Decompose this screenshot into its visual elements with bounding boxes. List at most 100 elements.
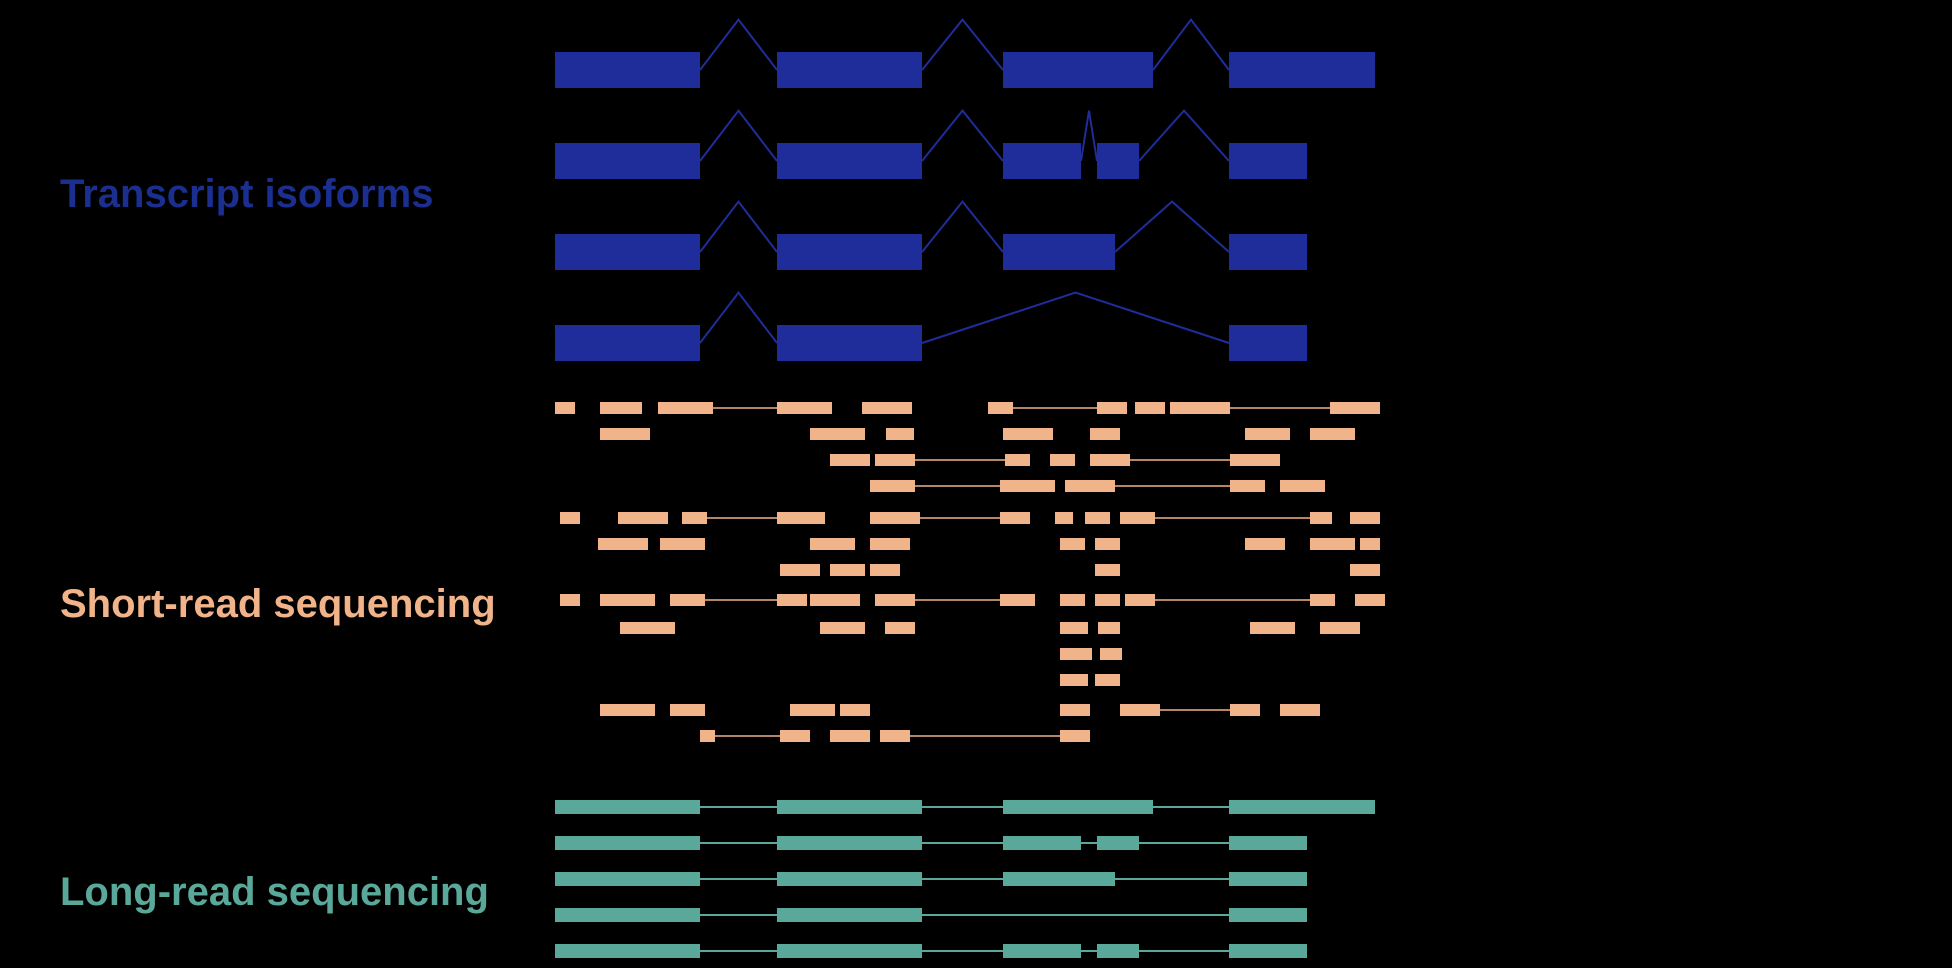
short-read-segment [988, 402, 1013, 414]
diagram-svg [0, 0, 1952, 968]
short-read-segment [1060, 648, 1092, 660]
short-read-segment [620, 622, 675, 634]
short-read-segment [1320, 622, 1360, 634]
short-read-segment [862, 402, 912, 414]
long-read-exon [777, 872, 922, 886]
short-read-segment [1350, 564, 1380, 576]
short-read-segment [1000, 512, 1030, 524]
isoform-intron [1153, 20, 1229, 70]
short-read-segment [1245, 538, 1285, 550]
isoform-intron [922, 202, 1003, 252]
short-read-segment [810, 538, 855, 550]
isoform-exon [777, 234, 922, 270]
short-read-segment [1100, 648, 1122, 660]
short-read-segment [1098, 622, 1120, 634]
short-read-segment [830, 454, 870, 466]
short-read-segment [1060, 730, 1090, 742]
short-read-segment [1000, 594, 1035, 606]
short-read-segment [682, 512, 707, 524]
short-read-segment [1060, 622, 1088, 634]
long-read-exon [1229, 944, 1307, 958]
isoform-exon [777, 325, 922, 361]
short-read-segment [1060, 594, 1085, 606]
short-read-segment [1060, 538, 1085, 550]
short-read-segment [600, 704, 655, 716]
short-read-segment [1170, 402, 1230, 414]
isoform-exon [1229, 234, 1307, 270]
short-read-segment [1065, 480, 1115, 492]
isoform-exon [1229, 52, 1375, 88]
short-read-segment [1095, 594, 1120, 606]
isoform-intron [922, 20, 1003, 70]
short-read-segment [598, 538, 648, 550]
short-read-segment [1003, 428, 1053, 440]
long-read-exon [1003, 800, 1153, 814]
isoform-intron [1115, 202, 1229, 252]
short-read-segment [670, 704, 705, 716]
short-read-segment [1005, 454, 1030, 466]
short-read-segment [1310, 594, 1335, 606]
isoform-exon [777, 143, 922, 179]
short-read-segment [830, 730, 870, 742]
short-read-segment [555, 402, 575, 414]
short-read-segment [1095, 538, 1120, 550]
short-read-segment [1310, 428, 1355, 440]
short-read-segment [1050, 454, 1075, 466]
isoform-intron [1139, 111, 1229, 161]
short-read-segment [780, 564, 820, 576]
long-read-exon [1003, 944, 1081, 958]
isoform-intron [922, 111, 1003, 161]
short-read-segment [660, 538, 705, 550]
short-read-segment [658, 402, 713, 414]
isoform-exon [1229, 143, 1307, 179]
short-read-segment [830, 564, 865, 576]
isoform-intron [700, 20, 777, 70]
short-read-segment [870, 512, 920, 524]
long-read-exon [555, 944, 700, 958]
long-read-exon [1229, 872, 1307, 886]
isoform-exon [555, 143, 700, 179]
short-read-segment [1280, 480, 1325, 492]
isoform-intron [922, 293, 1229, 343]
short-read-segment [810, 594, 860, 606]
short-read-segment [885, 622, 915, 634]
long-read-exon [1229, 908, 1307, 922]
short-read-segment [870, 538, 910, 550]
short-read-segment [1135, 402, 1165, 414]
short-read-segment [1060, 704, 1090, 716]
short-read-segment [870, 564, 900, 576]
long-read-exon [555, 872, 700, 886]
short-read-segment [875, 594, 915, 606]
short-read-segment [870, 480, 915, 492]
short-read-segment [1055, 512, 1073, 524]
short-read-segment [1095, 674, 1120, 686]
long-read-exon [1097, 836, 1139, 850]
short-read-segment [1230, 480, 1265, 492]
short-read-segment [618, 512, 668, 524]
isoform-intron [700, 293, 777, 343]
short-read-segment [820, 622, 865, 634]
long-read-exon [777, 944, 922, 958]
short-read-segment [600, 402, 642, 414]
short-read-segment [600, 428, 650, 440]
short-read-segment [1097, 402, 1127, 414]
isoform-exon [1229, 325, 1307, 361]
short-read-segment [1120, 704, 1160, 716]
short-read-segment [810, 428, 865, 440]
isoform-intron [700, 111, 777, 161]
short-read-segment [1060, 674, 1088, 686]
short-read-segment [1120, 512, 1155, 524]
isoform-exon [1003, 143, 1081, 179]
short-read-segment [1350, 512, 1380, 524]
short-read-segment [1360, 538, 1380, 550]
short-read-segment [1095, 564, 1120, 576]
short-read-segment [560, 594, 580, 606]
short-read-segment [790, 512, 825, 524]
long-read-exon [1229, 836, 1307, 850]
short-read-segment [1310, 512, 1332, 524]
long-read-exon [1097, 944, 1139, 958]
short-read-segment [1250, 622, 1295, 634]
long-read-exon [555, 800, 700, 814]
short-read-segment [700, 730, 715, 742]
short-read-segment [1355, 594, 1385, 606]
